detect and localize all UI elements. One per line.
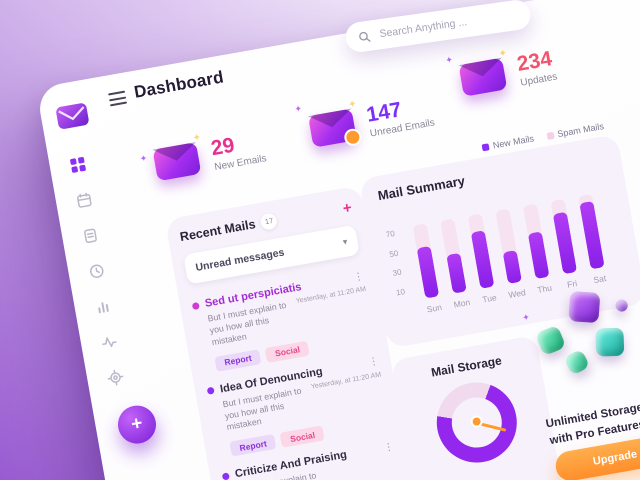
legend-swatch [546,131,555,140]
sparkle-icon [294,103,303,115]
add-mail-button[interactable]: + [341,198,353,217]
hamburger-menu-icon[interactable] [108,90,128,110]
more-options-icon[interactable] [353,271,365,284]
x-axis-label: Sun [425,301,443,315]
envelope-icon [456,53,512,101]
sparkle-icon [139,153,148,165]
x-axis-label: Mon [452,296,471,310]
stat-card-unread-emails: 147 Unread Emails [305,91,436,152]
chevron-down-icon [342,236,348,248]
cubes-illustration [526,282,640,405]
stat-card-new-emails: 29 New Emails [150,127,268,186]
search-bar[interactable] [343,0,533,54]
bar-chart: Sun Mon Tue Wed Thu [405,189,612,314]
storage-cube [595,327,625,357]
settings-icon[interactable] [106,368,127,389]
y-axis-label: 50 [388,248,399,260]
storage-cube [614,298,629,313]
new-mails-bar [416,245,440,299]
sparkle-icon [521,312,530,324]
y-axis-label: 70 [385,228,396,240]
clock-icon[interactable] [87,262,108,283]
sparkle-icon [347,99,357,111]
envelope-icon [305,104,363,152]
more-options-icon[interactable] [368,356,380,369]
unread-dot [206,386,215,395]
y-axis-label: 30 [391,267,403,278]
storage-cube [563,348,591,376]
fab-add-button[interactable]: + [114,402,159,447]
sparkle-icon [445,54,454,66]
spam-track [578,194,605,270]
storage-cube [568,291,601,324]
x-axis-label: Fri [566,278,578,290]
legend-swatch [481,142,490,151]
envelope-icon [150,137,206,185]
new-mails-bar [470,230,495,289]
mail-timestamp: Yesterday, at 11:20 AM [295,285,367,306]
panel-title: Mail Storage [430,353,503,380]
document-icon[interactable] [81,226,102,247]
stat-card-updates: 234 Updates [456,45,559,101]
more-options-icon[interactable] [383,441,395,454]
sparkle-icon [192,132,202,144]
new-mails-bar [579,200,605,270]
recent-count-badge: 17 [259,212,279,231]
calendar-icon[interactable] [75,191,96,212]
stat-value: 234 [515,46,554,76]
x-axis-label: Thu [536,282,553,295]
bar-chart-icon[interactable] [94,297,115,318]
sparkle-icon [498,48,508,60]
activity-icon[interactable] [100,333,121,354]
panel-title: Mail Summary [376,173,467,204]
mail-timestamp: Yesterday, at 11:20 AM [310,371,382,391]
unread-dot [191,301,200,310]
storage-cube [535,324,567,357]
new-mails-bar [527,231,550,280]
new-mails-bar [446,252,467,294]
app-window: + Dashboard 29 New Emails 147 Unread Ema… [36,0,640,480]
legend-label: New Mails [492,133,535,151]
mail-logo-icon [53,99,91,132]
y-axis-label: 10 [395,287,406,298]
x-axis-label: Wed [507,287,527,301]
search-icon [357,29,372,44]
new-mails-bar [502,250,522,284]
page-title: Dashboard [132,67,226,102]
x-axis-label: Sat [592,272,607,286]
unread-dot [221,472,230,480]
x-axis-label: Tue [481,292,498,305]
recent-mails-title: Recent Mails [178,217,257,245]
grid-icon[interactable] [69,155,90,176]
mail-list: Sed ut perspiciatis But I must explain t… [188,254,401,480]
notification-badge [343,127,363,148]
storage-gauge [429,376,523,469]
new-mails-bar [552,211,578,275]
